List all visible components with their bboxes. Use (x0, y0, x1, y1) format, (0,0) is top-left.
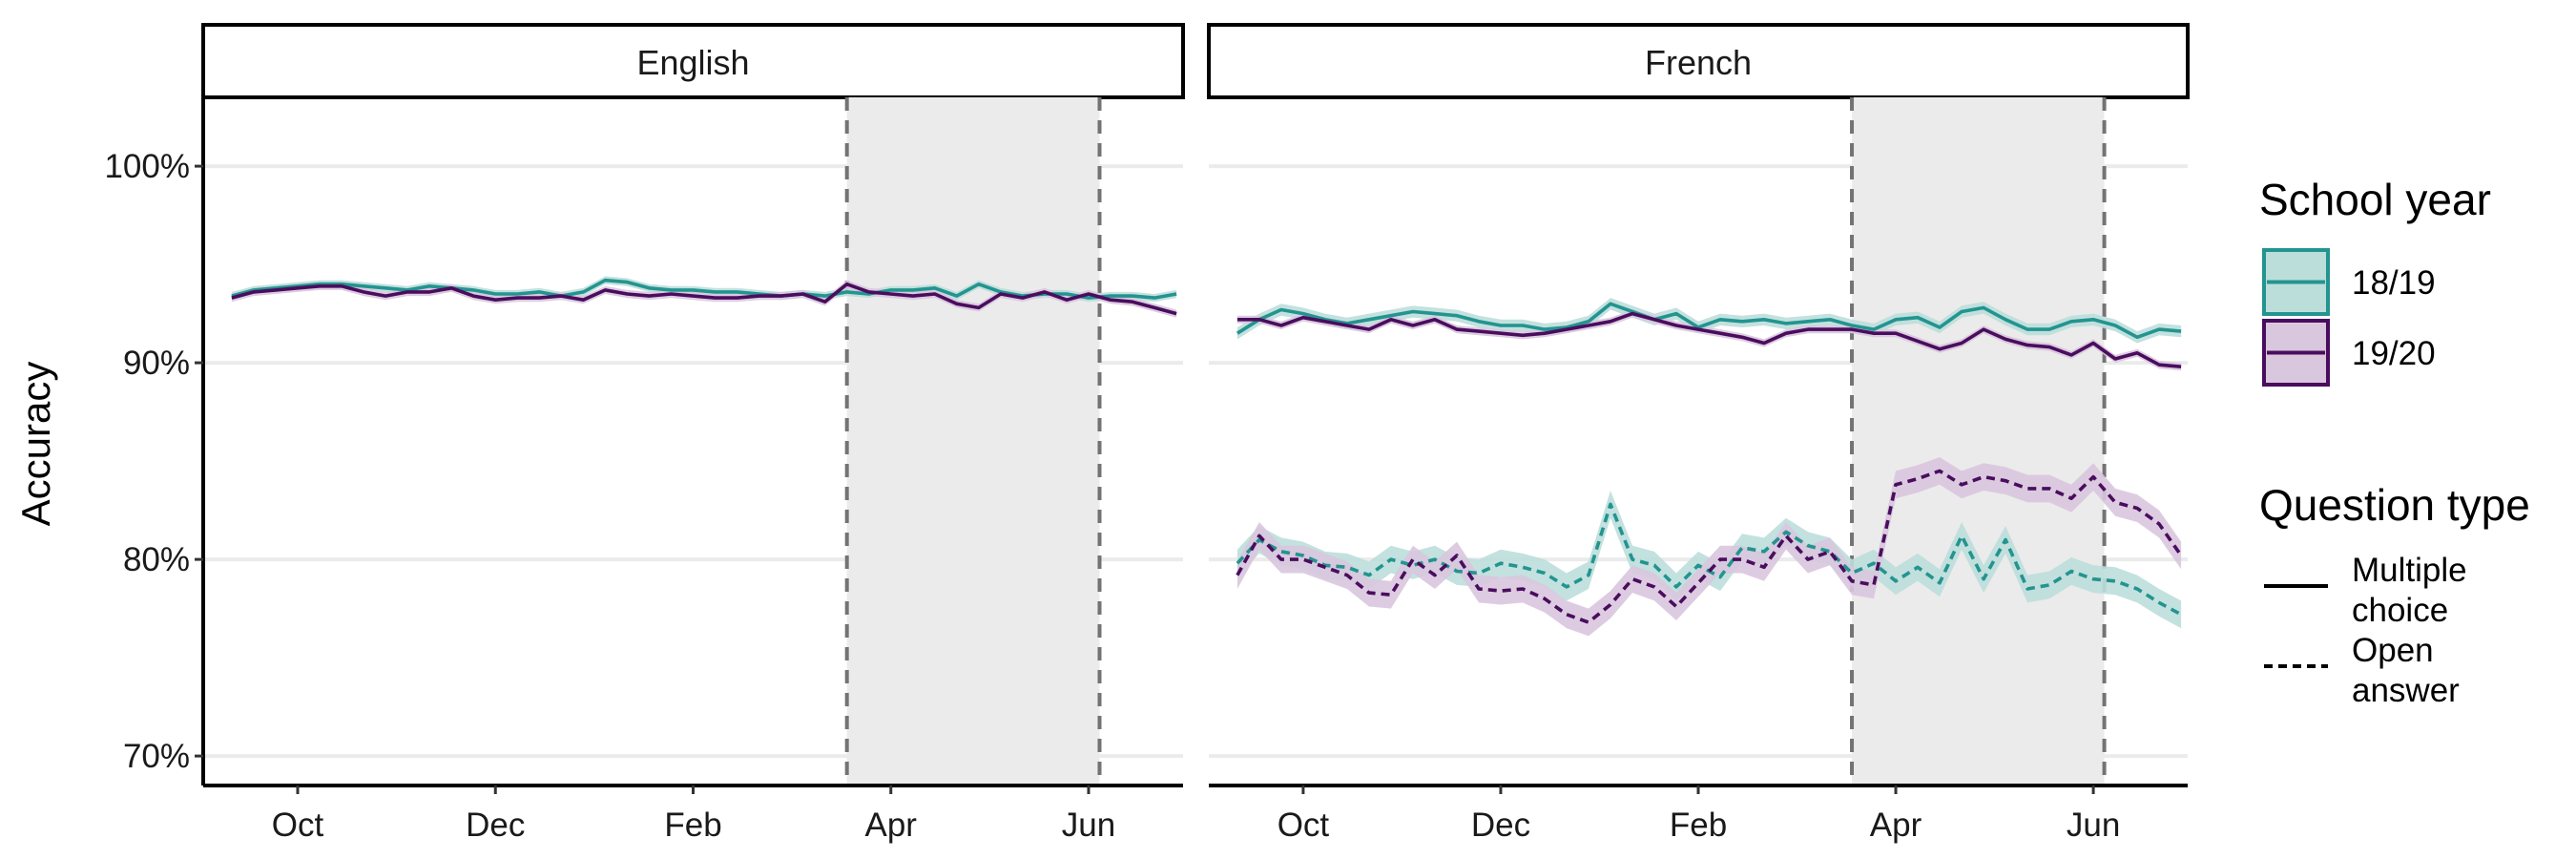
x-tick-label: Oct (272, 807, 324, 844)
facet-strip-label: French (1645, 43, 1752, 82)
facet-panel-english: English 70% 80% 90% 100% Oct Dec Feb Apr Jun (104, 23, 1185, 844)
confidence-band (231, 276, 1177, 303)
legend-key-18-19 (2262, 248, 2330, 316)
y-tick-label: 80% (123, 541, 190, 578)
x-tick-label: Dec (1471, 807, 1530, 844)
legend-linetype-label-line: Open (2352, 632, 2434, 669)
legend-label-19-20: 19/20 (2352, 335, 2436, 372)
legend-key-19-20 (2262, 319, 2330, 387)
series-line-19-20-multiple-choice (1236, 311, 2182, 368)
legend-linetype-label-line: answer (2352, 672, 2460, 709)
series-line-18-19-multiple-choice (1236, 302, 2182, 340)
legend: School year 18/19 19/20 Question type Multip… (2259, 175, 2530, 709)
y-tick-label: 90% (123, 345, 190, 382)
shaded-period (1852, 97, 2105, 786)
x-tick-label: Apr (865, 807, 918, 844)
shaded-period (846, 97, 1100, 786)
facet-strip (201, 23, 1185, 99)
y-tick-label: 100% (104, 148, 190, 185)
x-tick-label: Apr (1870, 807, 1922, 844)
facet-strip (1207, 23, 2190, 99)
confidence-band (1236, 457, 2182, 637)
series-line-18-19-multiple-choice (231, 278, 1177, 300)
y-tick-label: 70% (123, 738, 190, 775)
x-tick-label: Jun (2067, 807, 2120, 844)
facet-strip-label: English (636, 43, 749, 82)
series-line-19-20-open-answer (1236, 469, 2183, 624)
legend-title-question-type: Question type (2259, 480, 2530, 530)
confidence-band (231, 280, 1177, 318)
x-tick-label: Oct (1278, 807, 1330, 844)
legend-title-school-year: School year (2259, 175, 2491, 224)
series-line-19-20-multiple-choice (231, 282, 1177, 316)
legend-linetype-label-line: Multiple (2352, 552, 2467, 589)
confidence-band (1236, 298, 2182, 344)
x-tick-label: Dec (466, 807, 525, 844)
x-tick-label: Feb (664, 807, 721, 844)
legend-linetype-label-line: choice (2352, 592, 2448, 629)
facet-panel-french: French Oct Dec Feb Apr Jun (1207, 23, 2190, 844)
x-tick-label: Jun (1062, 807, 1115, 844)
x-tick-label: Feb (1670, 807, 1727, 844)
legend-label-18-19: 18/19 (2352, 264, 2436, 302)
y-axis-title: Accuracy (13, 362, 58, 527)
